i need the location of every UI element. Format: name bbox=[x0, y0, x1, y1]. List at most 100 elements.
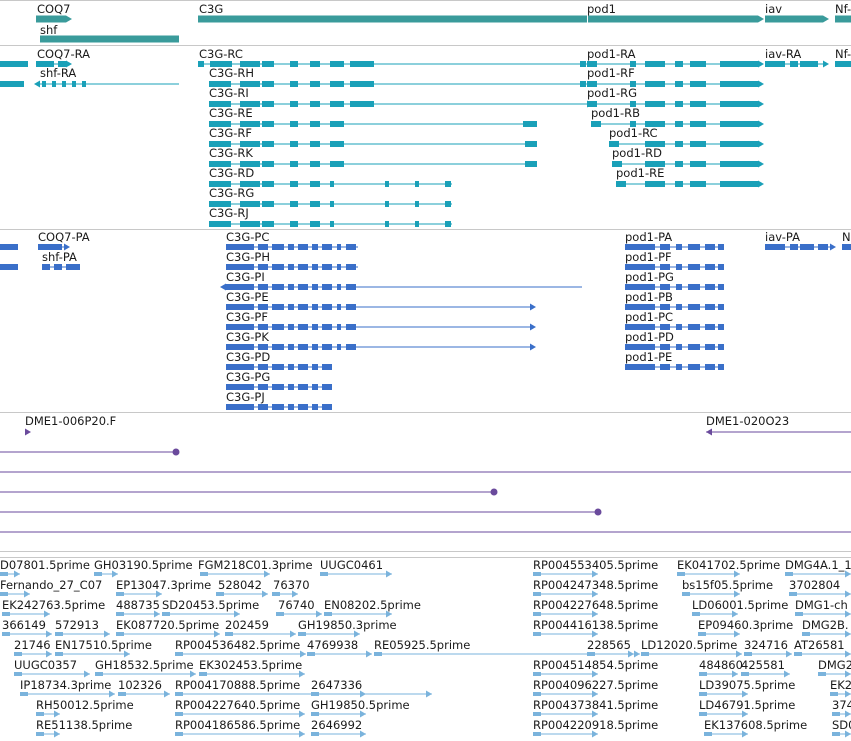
transcript-pod1-rf-exon[interactable] bbox=[587, 81, 597, 87]
est-label[interactable]: 76370 bbox=[273, 578, 310, 592]
gene-coq7-bar[interactable] bbox=[36, 15, 66, 23]
cds-c3g-pj-exon[interactable] bbox=[226, 404, 254, 410]
cds-label[interactable]: pod1-PB bbox=[625, 290, 673, 304]
est-label[interactable]: EK087720.5prime bbox=[116, 618, 220, 632]
est-label[interactable]: 228565 bbox=[587, 638, 631, 652]
est-glyph-r5-4-exon[interactable] bbox=[699, 672, 707, 676]
est-glyph-r3-2-exon[interactable] bbox=[116, 632, 124, 636]
est-glyph-r1-6-exon[interactable] bbox=[789, 592, 797, 596]
cds-pod1-0-exon[interactable] bbox=[718, 244, 724, 250]
transcript-pod1-re-exon[interactable] bbox=[616, 181, 626, 187]
cds-pod1-1-exon[interactable] bbox=[718, 264, 724, 270]
est-glyph-r6-5-strand[interactable] bbox=[742, 690, 748, 698]
est-glyph-r0-4-exon[interactable] bbox=[533, 572, 541, 576]
cds-c3g-pf-exon[interactable] bbox=[322, 324, 332, 330]
transcript-pod1-rf-exon[interactable] bbox=[720, 81, 758, 87]
cds-c3g-pf-exon[interactable] bbox=[337, 324, 341, 330]
transcript-label[interactable]: iav-RA bbox=[765, 47, 802, 61]
cds-label[interactable]: pod1-PC bbox=[625, 310, 674, 324]
cds-pod1-6-exon[interactable] bbox=[625, 364, 655, 370]
est-glyph-r5-1-strand[interactable] bbox=[190, 670, 196, 678]
transcript-pod1-rf-exon[interactable] bbox=[675, 81, 683, 87]
cds-c3g-pc-exon[interactable] bbox=[298, 244, 308, 250]
transcript-c3g-re-exon[interactable] bbox=[310, 121, 320, 127]
gene-label[interactable]: C3G bbox=[199, 2, 224, 16]
est-glyph-r7-3-strand[interactable] bbox=[592, 710, 598, 718]
est-glyph-r8-4-exon[interactable] bbox=[704, 732, 712, 736]
est-glyph-r3-6-exon[interactable] bbox=[698, 632, 706, 636]
transcript-pod1-ra-exon[interactable] bbox=[587, 61, 597, 67]
gene-label[interactable]: Nf- bbox=[835, 2, 851, 16]
transcript-c3g-rk-exon[interactable] bbox=[209, 161, 231, 167]
cds-left-2-exon[interactable] bbox=[0, 264, 18, 270]
transcript-shf-ra-exon[interactable] bbox=[82, 81, 86, 87]
cds-c3g-pg-exon[interactable] bbox=[312, 384, 318, 390]
cds-c3g-pc-exon[interactable] bbox=[288, 244, 294, 250]
est-label[interactable]: RP004247348.5prime bbox=[533, 578, 659, 592]
cds-label[interactable]: COQ7-PA bbox=[38, 230, 90, 244]
est-label[interactable]: RP004227640.5prime bbox=[175, 698, 301, 712]
gene-nf-bar[interactable] bbox=[835, 15, 851, 23]
transcript-pod1-rb-exon[interactable] bbox=[690, 121, 706, 127]
est-glyph-r8-2-strand[interactable] bbox=[360, 730, 366, 738]
cds-coq7-pa-strand[interactable] bbox=[64, 243, 70, 251]
transcript-pod1-ra-strand[interactable] bbox=[758, 60, 764, 68]
est-glyph-r2-2-strand[interactable] bbox=[234, 610, 240, 618]
transcript-c3g-ri-exon[interactable] bbox=[209, 101, 231, 107]
cds-pod1-2-exon[interactable] bbox=[688, 284, 700, 290]
cds-c3g-pg-exon[interactable] bbox=[272, 384, 284, 390]
transcript-c3g-rc-exon[interactable] bbox=[262, 61, 274, 67]
transcript-pod1-rg-exon[interactable] bbox=[630, 101, 636, 107]
transcript-pod1-rg-exon[interactable] bbox=[587, 101, 597, 107]
cds-c3g-pf-exon[interactable] bbox=[312, 324, 318, 330]
est-label[interactable]: LD06001.5prime bbox=[692, 598, 789, 612]
est-label[interactable]: EP13047.3prime bbox=[116, 578, 212, 592]
est-glyph-r2-1-exon[interactable] bbox=[116, 612, 124, 616]
cds-pod1-1-exon[interactable] bbox=[688, 264, 700, 270]
transcript-nf-exon[interactable] bbox=[835, 61, 851, 67]
est-label[interactable]: 2647336 bbox=[311, 678, 363, 692]
transcript-shf-ra-exon[interactable] bbox=[42, 81, 46, 87]
est-label[interactable]: RE05925.5prime bbox=[374, 638, 471, 652]
est-glyph-r4-2-exon[interactable] bbox=[175, 652, 183, 656]
transcript-coq7-ra-exon[interactable] bbox=[58, 61, 66, 67]
cds-c3g-pc-exon[interactable] bbox=[272, 244, 284, 250]
est-label[interactable]: DMG4A.1_1 bbox=[785, 558, 851, 572]
est-glyph-r0-5-strand[interactable] bbox=[734, 570, 740, 578]
est-glyph-r8-0-strand[interactable] bbox=[54, 730, 60, 738]
est-glyph-r6-0-exon[interactable] bbox=[20, 692, 28, 696]
est-glyph-r5-0-strand[interactable] bbox=[84, 670, 90, 678]
transcript-pod1-re-exon[interactable] bbox=[675, 181, 683, 187]
est-label[interactable]: EK041702.5prime bbox=[677, 558, 781, 572]
est-glyph-r4-4-exon[interactable] bbox=[374, 652, 382, 656]
transcript-label[interactable]: C3G-RJ bbox=[209, 206, 249, 220]
est-glyph-r0-1-exon[interactable] bbox=[94, 572, 102, 576]
cds-pod1-4-exon[interactable] bbox=[676, 324, 682, 330]
est-label[interactable]: SD0 bbox=[832, 718, 851, 732]
est-label[interactable]: EK302453.5prime bbox=[199, 658, 303, 672]
cds-c3g-pd-exon[interactable] bbox=[322, 364, 332, 370]
transcript-pod1-rg-exon[interactable] bbox=[645, 101, 665, 107]
transcript-pod1-re-strand[interactable] bbox=[758, 180, 764, 188]
cds-c3g-pe-strand[interactable] bbox=[530, 303, 536, 311]
transcript-label[interactable]: pod1-RB bbox=[591, 106, 640, 120]
cds-c3g-pi-exon[interactable] bbox=[258, 284, 268, 290]
transcript-pod1-rg-exon[interactable] bbox=[720, 101, 758, 107]
cds-pod1-4-exon[interactable] bbox=[660, 324, 670, 330]
est-glyph-r0-4-strand[interactable] bbox=[592, 570, 598, 578]
est-label[interactable]: AT26581 bbox=[794, 638, 845, 652]
cds-c3g-pg-exon[interactable] bbox=[258, 384, 268, 390]
cds-pod1-2-exon[interactable] bbox=[625, 284, 655, 290]
est-label[interactable]: EK2 bbox=[830, 678, 851, 692]
cds-label[interactable]: shf-PA bbox=[42, 250, 77, 264]
est-glyph-r1-4-strand[interactable] bbox=[592, 590, 598, 598]
cds-shf-pa-exon[interactable] bbox=[66, 264, 74, 270]
est-glyph-r8-2-exon[interactable] bbox=[311, 732, 319, 736]
cds-c3g-pi-exon[interactable] bbox=[322, 284, 332, 290]
est-glyph-r7-2-exon[interactable] bbox=[311, 712, 319, 716]
cds-c3g-pf-exon[interactable] bbox=[298, 324, 308, 330]
est-label[interactable]: IP18734.3prime bbox=[20, 678, 112, 692]
est-label[interactable]: RP004553405.5prime bbox=[533, 558, 659, 572]
est-glyph-r4-0-strand[interactable] bbox=[46, 650, 52, 658]
